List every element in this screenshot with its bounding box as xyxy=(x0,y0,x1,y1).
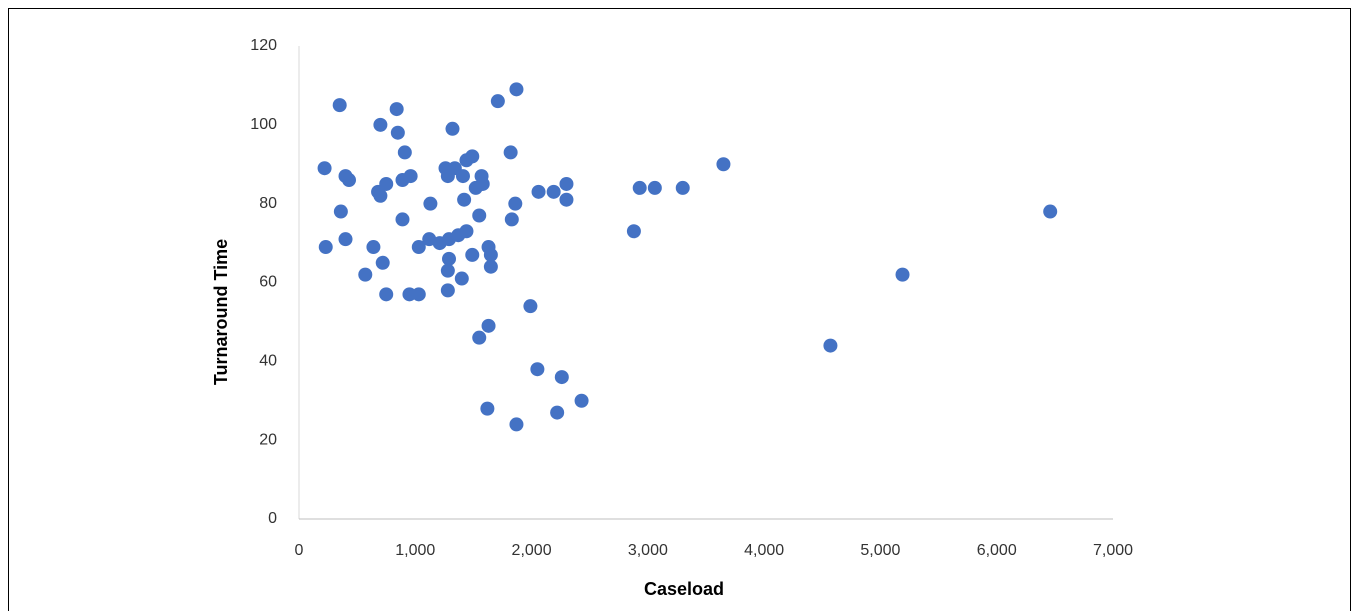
y-tick-label: 80 xyxy=(259,195,277,212)
point xyxy=(647,180,662,195)
point xyxy=(395,212,410,227)
y-tick-label: 100 xyxy=(250,116,277,133)
point xyxy=(503,145,518,160)
point xyxy=(454,271,469,286)
point xyxy=(459,224,474,239)
point xyxy=(559,176,574,191)
x-tick-label: 0 xyxy=(295,542,304,559)
point xyxy=(318,240,333,255)
point xyxy=(632,180,647,195)
y-tick-label: 20 xyxy=(259,431,277,448)
x-tick-label: 6,000 xyxy=(977,542,1017,559)
point xyxy=(390,125,405,140)
point xyxy=(317,161,332,176)
point xyxy=(379,287,394,302)
x-tick-label: 2,000 xyxy=(512,542,552,559)
point xyxy=(530,362,545,377)
point xyxy=(411,287,426,302)
point xyxy=(358,267,373,282)
point xyxy=(389,102,404,117)
point xyxy=(716,157,731,172)
point xyxy=(490,94,505,109)
point xyxy=(509,417,524,432)
y-tick-label: 0 xyxy=(268,510,277,527)
point xyxy=(480,401,495,416)
point xyxy=(1043,204,1058,219)
x-tick-label: 1,000 xyxy=(395,542,435,559)
point xyxy=(481,318,496,333)
point xyxy=(373,117,388,132)
point xyxy=(440,283,455,298)
point xyxy=(366,240,381,255)
point xyxy=(559,192,574,207)
point xyxy=(675,180,690,195)
point xyxy=(445,121,460,136)
point xyxy=(554,370,569,385)
point xyxy=(550,405,565,420)
point xyxy=(546,184,561,199)
y-tick-label: 120 xyxy=(250,37,277,54)
y-axis-title: Turnaround Time xyxy=(211,239,231,385)
point xyxy=(574,393,589,408)
chart-border xyxy=(8,8,1351,611)
point xyxy=(472,208,487,223)
point xyxy=(895,267,910,282)
x-tick-label: 4,000 xyxy=(744,542,784,559)
point xyxy=(508,196,523,211)
point xyxy=(423,196,438,211)
point xyxy=(403,169,418,184)
point xyxy=(465,149,480,164)
point xyxy=(475,176,490,191)
point xyxy=(397,145,412,160)
point xyxy=(373,188,388,203)
point xyxy=(333,204,348,219)
point xyxy=(442,251,457,266)
point xyxy=(455,169,470,184)
point xyxy=(523,299,538,314)
point xyxy=(626,224,641,239)
point xyxy=(342,173,357,188)
x-tick-label: 7,000 xyxy=(1093,542,1133,559)
point xyxy=(332,98,347,113)
point xyxy=(465,247,480,262)
point xyxy=(531,184,546,199)
point xyxy=(504,212,519,227)
x-tick-label: 5,000 xyxy=(860,542,900,559)
point xyxy=(375,255,390,270)
x-axis-title: Caseload xyxy=(644,579,724,599)
point xyxy=(483,247,498,262)
x-tick-label: 3,000 xyxy=(628,542,668,559)
point xyxy=(338,232,353,247)
y-tick-label: 60 xyxy=(259,274,277,291)
point xyxy=(457,192,472,207)
point xyxy=(379,176,394,191)
point xyxy=(472,330,487,345)
point xyxy=(440,263,455,278)
point xyxy=(509,82,524,97)
point xyxy=(483,259,498,274)
y-tick-label: 40 xyxy=(259,353,277,370)
point xyxy=(823,338,838,353)
point xyxy=(411,240,426,255)
